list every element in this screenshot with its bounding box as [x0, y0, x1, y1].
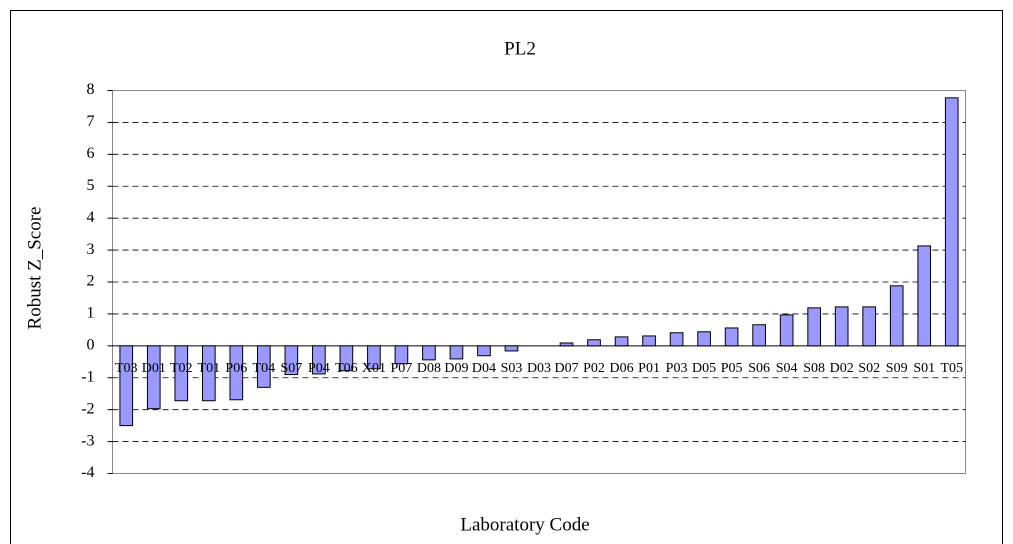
- x-tick-label: D03: [527, 361, 551, 376]
- bar: [944, 97, 959, 347]
- x-tick-label: P06: [225, 361, 247, 376]
- y-tick-label: 1: [87, 305, 95, 322]
- bar: [201, 345, 216, 402]
- y-tick-label: -1: [81, 368, 94, 385]
- x-tick-label: D09: [444, 361, 468, 376]
- y-tick-label: 0: [87, 337, 95, 354]
- bar: [394, 345, 409, 365]
- bar: [614, 336, 629, 347]
- x-tick-label: D02: [830, 361, 854, 376]
- x-tick-label: S02: [858, 361, 880, 376]
- x-tick-label: D06: [609, 361, 633, 376]
- x-tick-label: P03: [666, 361, 688, 376]
- y-tick-label: 6: [87, 145, 95, 162]
- x-tick-label: D07: [554, 361, 578, 376]
- bar: [889, 285, 904, 347]
- bar: [174, 345, 189, 402]
- x-tick-label: T02: [170, 361, 193, 376]
- bar: [367, 345, 381, 370]
- x-tick-label: S01: [913, 361, 935, 376]
- bar: [477, 345, 491, 357]
- y-tick-label: -4: [81, 464, 94, 481]
- bar: [587, 339, 601, 347]
- chart-title: PL2: [504, 38, 536, 59]
- bar: [119, 345, 134, 427]
- x-tick-label: S03: [501, 361, 523, 376]
- x-tick-label: D04: [472, 361, 496, 376]
- y-axis-label: Robust Z_Score: [24, 207, 45, 330]
- y-tick-label: 7: [87, 113, 95, 130]
- y-tick-label: 5: [87, 177, 95, 194]
- bar: [146, 345, 161, 410]
- y-tick-label: -2: [81, 400, 94, 417]
- bar: [284, 345, 299, 376]
- x-tick-label: S06: [748, 361, 770, 376]
- x-tick-label: X01: [362, 361, 386, 376]
- x-tick-label: S04: [776, 361, 798, 376]
- bar: [917, 245, 932, 347]
- y-tick-label: 3: [87, 241, 95, 258]
- x-tick-label: P01: [638, 361, 660, 376]
- x-tick-label: D08: [417, 361, 441, 376]
- bar: [422, 345, 436, 361]
- x-tick-label: S08: [803, 361, 825, 376]
- bar: [697, 331, 711, 347]
- bar: [229, 345, 244, 401]
- x-tick-label: D01: [142, 361, 166, 376]
- bar: [504, 345, 519, 352]
- bar: [312, 345, 326, 375]
- y-tick-label: 2: [87, 273, 95, 290]
- x-tick-label: D05: [692, 361, 716, 376]
- x-tick-label: P07: [391, 361, 413, 376]
- x-tick-label: T06: [335, 361, 358, 376]
- x-tick-label: T03: [115, 361, 138, 376]
- bar: [642, 335, 656, 347]
- y-tick-label: 8: [87, 81, 95, 98]
- bar: [339, 345, 354, 372]
- x-tick-label: P04: [308, 361, 330, 376]
- x-axis-label: Laboratory Code: [460, 514, 589, 535]
- bar: [807, 307, 821, 347]
- x-tick-label: S07: [280, 361, 302, 376]
- bar: [559, 342, 574, 347]
- y-tick-label: 4: [87, 209, 95, 226]
- bar: [669, 332, 684, 347]
- x-tick-label: S09: [886, 361, 908, 376]
- bar: [449, 345, 464, 360]
- bar: [724, 327, 739, 347]
- bar: [779, 314, 794, 347]
- bar: [834, 306, 849, 347]
- x-tick-label: T05: [940, 361, 963, 376]
- bar: [257, 345, 271, 388]
- y-tick-label: -3: [81, 432, 94, 449]
- bar: [752, 324, 766, 347]
- bar: [862, 306, 877, 347]
- x-tick-label: T01: [198, 361, 221, 376]
- x-tick-label: T04: [253, 361, 276, 376]
- x-tick-label: P05: [721, 361, 743, 376]
- x-tick-label: P02: [583, 361, 605, 376]
